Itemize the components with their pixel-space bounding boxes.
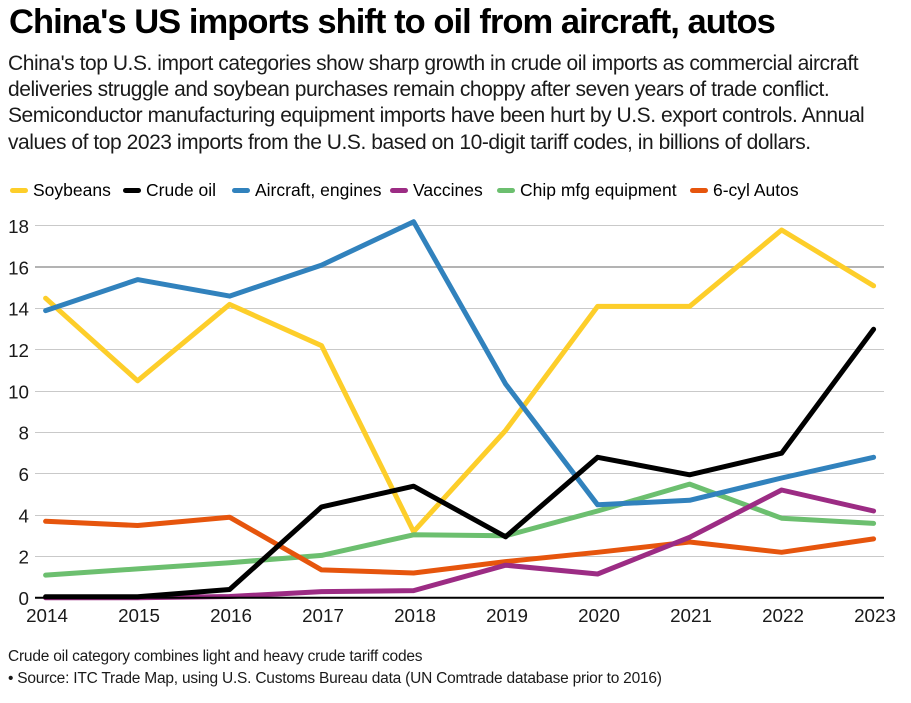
- svg-text:2019: 2019: [486, 605, 528, 626]
- svg-text:6: 6: [19, 464, 29, 485]
- svg-text:12: 12: [8, 340, 29, 361]
- svg-text:16: 16: [8, 257, 29, 278]
- svg-text:2014: 2014: [26, 605, 68, 626]
- svg-text:8: 8: [19, 423, 29, 444]
- svg-text:2018: 2018: [394, 605, 436, 626]
- svg-text:2: 2: [19, 547, 29, 568]
- svg-text:0: 0: [19, 588, 29, 609]
- svg-text:10: 10: [8, 381, 29, 402]
- svg-text:14: 14: [8, 299, 29, 320]
- svg-text:18: 18: [8, 216, 29, 237]
- svg-text:2020: 2020: [578, 605, 620, 626]
- svg-text:2022: 2022: [762, 605, 804, 626]
- svg-text:2021: 2021: [670, 605, 712, 626]
- svg-text:2016: 2016: [210, 605, 252, 626]
- svg-text:2017: 2017: [302, 605, 344, 626]
- svg-text:2015: 2015: [118, 605, 160, 626]
- svg-text:4: 4: [19, 505, 29, 526]
- svg-text:2023: 2023: [854, 605, 896, 626]
